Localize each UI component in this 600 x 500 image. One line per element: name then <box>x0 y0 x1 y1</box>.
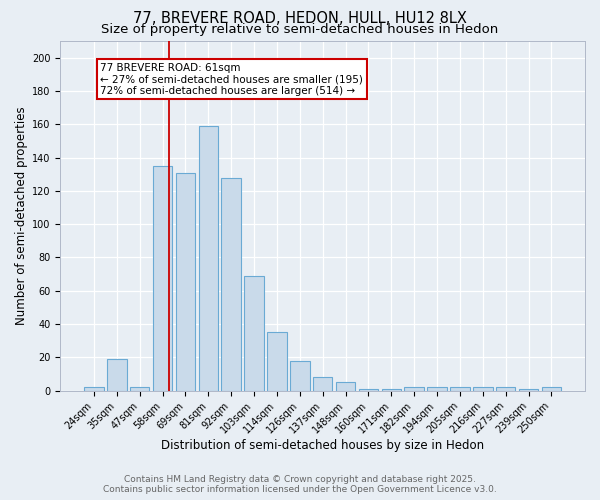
Bar <box>244 276 264 390</box>
Bar <box>359 389 378 390</box>
Text: 77, BREVERE ROAD, HEDON, HULL, HU12 8LX: 77, BREVERE ROAD, HEDON, HULL, HU12 8LX <box>133 11 467 26</box>
Text: Contains HM Land Registry data © Crown copyright and database right 2025.
Contai: Contains HM Land Registry data © Crown c… <box>103 474 497 494</box>
Bar <box>450 388 470 390</box>
Bar <box>176 172 195 390</box>
Bar <box>267 332 287 390</box>
Bar <box>519 389 538 390</box>
Bar <box>313 378 332 390</box>
Bar <box>130 388 149 390</box>
Text: Size of property relative to semi-detached houses in Hedon: Size of property relative to semi-detach… <box>101 22 499 36</box>
Bar <box>496 388 515 390</box>
Y-axis label: Number of semi-detached properties: Number of semi-detached properties <box>15 106 28 325</box>
Bar <box>153 166 172 390</box>
Bar <box>107 359 127 390</box>
X-axis label: Distribution of semi-detached houses by size in Hedon: Distribution of semi-detached houses by … <box>161 440 484 452</box>
Bar <box>290 360 310 390</box>
Bar <box>473 388 493 390</box>
Bar <box>336 382 355 390</box>
Bar <box>84 388 104 390</box>
Bar <box>221 178 241 390</box>
Bar <box>542 388 561 390</box>
Text: 77 BREVERE ROAD: 61sqm
← 27% of semi-detached houses are smaller (195)
72% of se: 77 BREVERE ROAD: 61sqm ← 27% of semi-det… <box>100 62 363 96</box>
Bar <box>427 388 447 390</box>
Bar <box>404 388 424 390</box>
Bar <box>382 389 401 390</box>
Bar <box>199 126 218 390</box>
